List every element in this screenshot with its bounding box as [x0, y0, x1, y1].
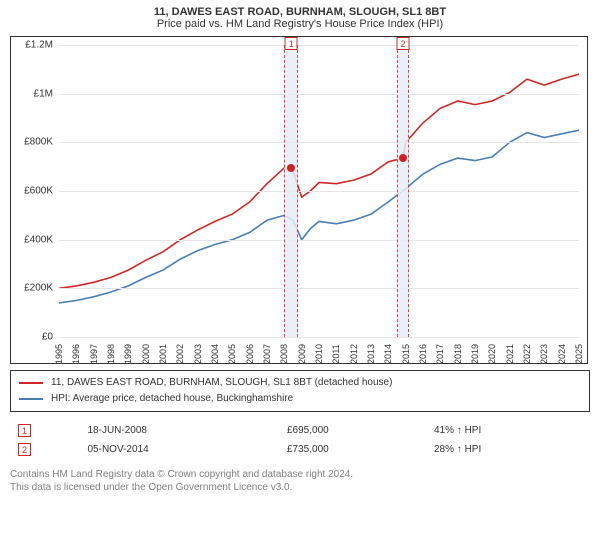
sale-marker-dot: [287, 164, 295, 172]
y-tick-label: £1M: [13, 88, 53, 99]
x-tick-label: 1999: [123, 344, 133, 364]
legend: 11, DAWES EAST ROAD, BURNHAM, SLOUGH, SL…: [10, 370, 590, 412]
x-tick-label: 2013: [366, 344, 376, 364]
x-tick-label: 2017: [435, 344, 445, 364]
x-tick-label: 2024: [557, 344, 567, 364]
x-tick-label: 2004: [210, 344, 220, 364]
x-tick-label: 2016: [418, 344, 428, 364]
sale-price: £735,000: [281, 441, 426, 458]
x-tick-label: 2015: [401, 344, 411, 364]
sale-date: 18-JUN-2008: [81, 422, 279, 439]
sale-badge: 1: [18, 424, 31, 437]
y-tick-label: £200K: [13, 283, 53, 294]
sale-row: 1 18-JUN-2008£695,00041% ↑ HPI: [12, 422, 588, 439]
legend-label: 11, DAWES EAST ROAD, BURNHAM, SLOUGH, SL…: [51, 375, 392, 391]
footnote: Contains HM Land Registry data © Crown c…: [10, 468, 590, 494]
x-tick-label: 2003: [193, 344, 203, 364]
x-tick-label: 2019: [470, 344, 480, 364]
sale-pct: 28% ↑ HPI: [428, 441, 588, 458]
x-tick-label: 1995: [54, 344, 64, 364]
sale-row: 2 05-NOV-2014£735,00028% ↑ HPI: [12, 441, 588, 458]
series-line-hpi: [59, 130, 579, 303]
x-tick-label: 2008: [279, 344, 289, 364]
y-tick-label: £600K: [13, 186, 53, 197]
sale-band: [397, 45, 409, 337]
sale-marker-badge: 1: [285, 37, 298, 50]
sale-date: 05-NOV-2014: [81, 441, 279, 458]
sale-pct: 41% ↑ HPI: [428, 422, 588, 439]
x-tick-label: 2023: [539, 344, 549, 364]
chart-title: 11, DAWES EAST ROAD, BURNHAM, SLOUGH, SL…: [10, 6, 590, 18]
legend-swatch: [19, 382, 43, 384]
y-tick-label: £1.2M: [13, 40, 53, 51]
x-tick-label: 2014: [383, 344, 393, 364]
x-tick-label: 2012: [349, 344, 359, 364]
x-tick-label: 2021: [505, 344, 515, 364]
series-line-price_paid: [59, 74, 579, 288]
x-tick-label: 2002: [175, 344, 185, 364]
x-tick-label: 2007: [262, 344, 272, 364]
x-tick-label: 2018: [453, 344, 463, 364]
footnote-line: This data is licensed under the Open Gov…: [10, 481, 590, 494]
x-tick-label: 2005: [227, 344, 237, 364]
y-tick-label: £0: [13, 332, 53, 343]
chart-subtitle: Price paid vs. HM Land Registry's House …: [10, 18, 590, 30]
x-tick-label: 2020: [487, 344, 497, 364]
footnote-line: Contains HM Land Registry data © Crown c…: [10, 468, 590, 481]
legend-row: 11, DAWES EAST ROAD, BURNHAM, SLOUGH, SL…: [19, 375, 581, 391]
plot-area: 12: [59, 45, 579, 337]
legend-label: HPI: Average price, detached house, Buck…: [51, 391, 293, 407]
x-tick-label: 2025: [574, 344, 584, 364]
sale-price: £695,000: [281, 422, 426, 439]
x-tick-label: 1998: [106, 344, 116, 364]
chart-area: 12 £0£200K£400K£600K£800K£1M£1.2M1995199…: [10, 36, 588, 364]
sale-marker-badge: 2: [397, 37, 410, 50]
sale-band: [284, 45, 298, 337]
x-tick-label: 2001: [158, 344, 168, 364]
sales-table: 1 18-JUN-2008£695,00041% ↑ HPI 2 05-NOV-201…: [10, 420, 590, 460]
legend-swatch: [19, 398, 43, 400]
sale-badge: 2: [18, 443, 31, 456]
legend-row: HPI: Average price, detached house, Buck…: [19, 391, 581, 407]
sale-marker-dot: [399, 154, 407, 162]
x-tick-label: 2006: [245, 344, 255, 364]
x-tick-label: 1997: [89, 344, 99, 364]
x-tick-label: 2011: [331, 344, 341, 363]
x-tick-label: 2022: [522, 344, 532, 364]
y-tick-label: £400K: [13, 234, 53, 245]
x-tick-label: 2000: [141, 344, 151, 364]
x-tick-label: 1996: [71, 344, 81, 364]
y-tick-label: £800K: [13, 137, 53, 148]
x-tick-label: 2010: [314, 344, 324, 364]
x-tick-label: 2009: [297, 344, 307, 364]
